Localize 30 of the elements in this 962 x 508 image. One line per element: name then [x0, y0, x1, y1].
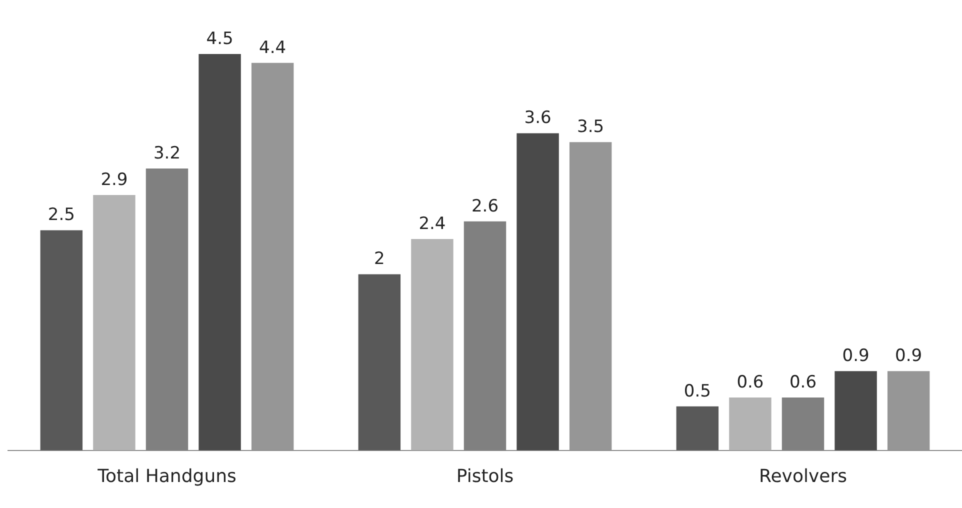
data-label: 0.9: [895, 346, 922, 366]
data-label: 2.5: [48, 205, 75, 226]
bar: [411, 239, 454, 450]
bar: [358, 274, 401, 450]
bar: [729, 398, 772, 450]
data-label: 2.6: [471, 196, 499, 216]
bar: [834, 371, 877, 450]
bar: [251, 62, 294, 450]
bar: [198, 54, 241, 450]
data-label: 3.6: [524, 108, 552, 128]
data-label: 2.4: [418, 214, 446, 234]
bar: [93, 194, 136, 450]
data-label: 2.9: [100, 170, 128, 190]
data-label: 3.2: [153, 143, 181, 164]
x-tick-label: Pistols: [456, 466, 514, 487]
bar: [887, 371, 930, 450]
data-label: 0.6: [789, 372, 817, 392]
bar: [676, 406, 719, 450]
data-label: 4.5: [206, 28, 234, 49]
bar: [569, 142, 612, 450]
data-label: 0.5: [684, 381, 711, 402]
data-label: 0.9: [842, 346, 870, 366]
data-label: 0.6: [736, 372, 764, 392]
bar: [516, 133, 559, 450]
bar: [40, 230, 83, 450]
data-label: 3.5: [577, 117, 604, 138]
data-label: 4.4: [259, 38, 286, 58]
x-tick-label: Total Handguns: [96, 466, 236, 487]
x-tick-label: Revolvers: [759, 466, 847, 487]
data-label: 2: [374, 249, 385, 270]
